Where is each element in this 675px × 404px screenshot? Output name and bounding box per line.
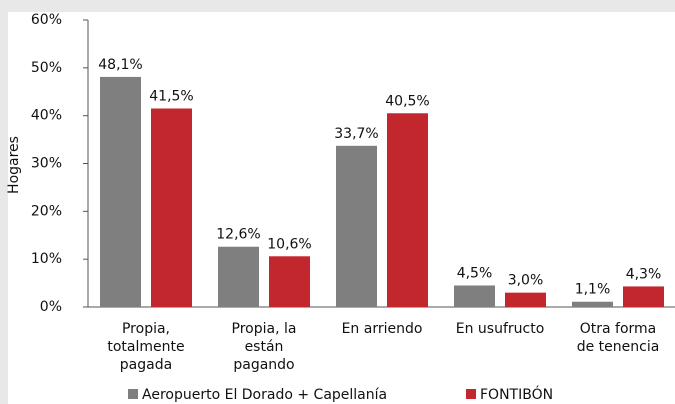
data-label: 40,5%: [385, 93, 429, 109]
legend-label: FONTIBÓN: [480, 385, 553, 403]
y-tick-label: 40%: [31, 108, 62, 124]
y-tick-label: 30%: [31, 156, 62, 172]
y-tick-label: 50%: [31, 60, 62, 76]
data-label: 48,1%: [98, 57, 142, 73]
x-tick-label: Propia, totalmente pagada: [107, 321, 184, 373]
y-tick-label: 20%: [31, 203, 62, 219]
bar: [454, 285, 495, 307]
data-label: 4,5%: [457, 265, 493, 281]
x-tick-label-line: En arriendo: [342, 321, 423, 337]
data-label: 41,5%: [149, 88, 193, 104]
bar: [387, 113, 428, 308]
x-tick-label: En usufructo: [456, 321, 545, 337]
y-tick-label: 60%: [31, 12, 62, 28]
data-label: 4,3%: [626, 266, 662, 282]
data-label: 33,7%: [334, 126, 378, 142]
bar: [218, 246, 259, 307]
legend-swatch: [466, 389, 476, 399]
x-tick-label: Propia, la están pagando: [232, 321, 297, 373]
data-label: 3,0%: [508, 273, 544, 289]
y-tick-label: 0%: [40, 299, 62, 315]
x-tick-label-line: pagando: [233, 357, 294, 373]
x-tick-label-line: Propia, la: [232, 321, 297, 337]
y-axis-label: Hogares: [6, 136, 22, 194]
data-label: 10,6%: [267, 236, 311, 252]
legend-swatch: [128, 389, 138, 399]
x-tick-label-line: En usufructo: [456, 321, 545, 337]
x-tick-label-line: Otra forma: [580, 321, 657, 337]
x-tick-label: En arriendo: [342, 321, 423, 337]
bar: [336, 145, 377, 307]
y-tick-label: 10%: [31, 251, 62, 267]
x-tick-label: Otra forma de tenencia: [577, 321, 660, 355]
legend-label: Aeropuerto El Dorado + Capellanía: [142, 387, 387, 403]
bar: [623, 286, 664, 307]
bar: [151, 108, 192, 307]
data-label: 12,6%: [216, 227, 260, 243]
bar: [269, 256, 310, 307]
x-tick-label-line: pagada: [120, 357, 172, 373]
data-label: 1,1%: [575, 282, 611, 298]
x-tick-label-line: de tenencia: [577, 339, 660, 355]
x-tick-label-line: totalmente: [107, 339, 184, 355]
x-tick-label-line: están: [245, 339, 284, 355]
bar: [100, 76, 141, 308]
bar: [505, 292, 546, 307]
bar: [572, 301, 613, 307]
x-tick-label-line: Propia,: [122, 321, 170, 337]
